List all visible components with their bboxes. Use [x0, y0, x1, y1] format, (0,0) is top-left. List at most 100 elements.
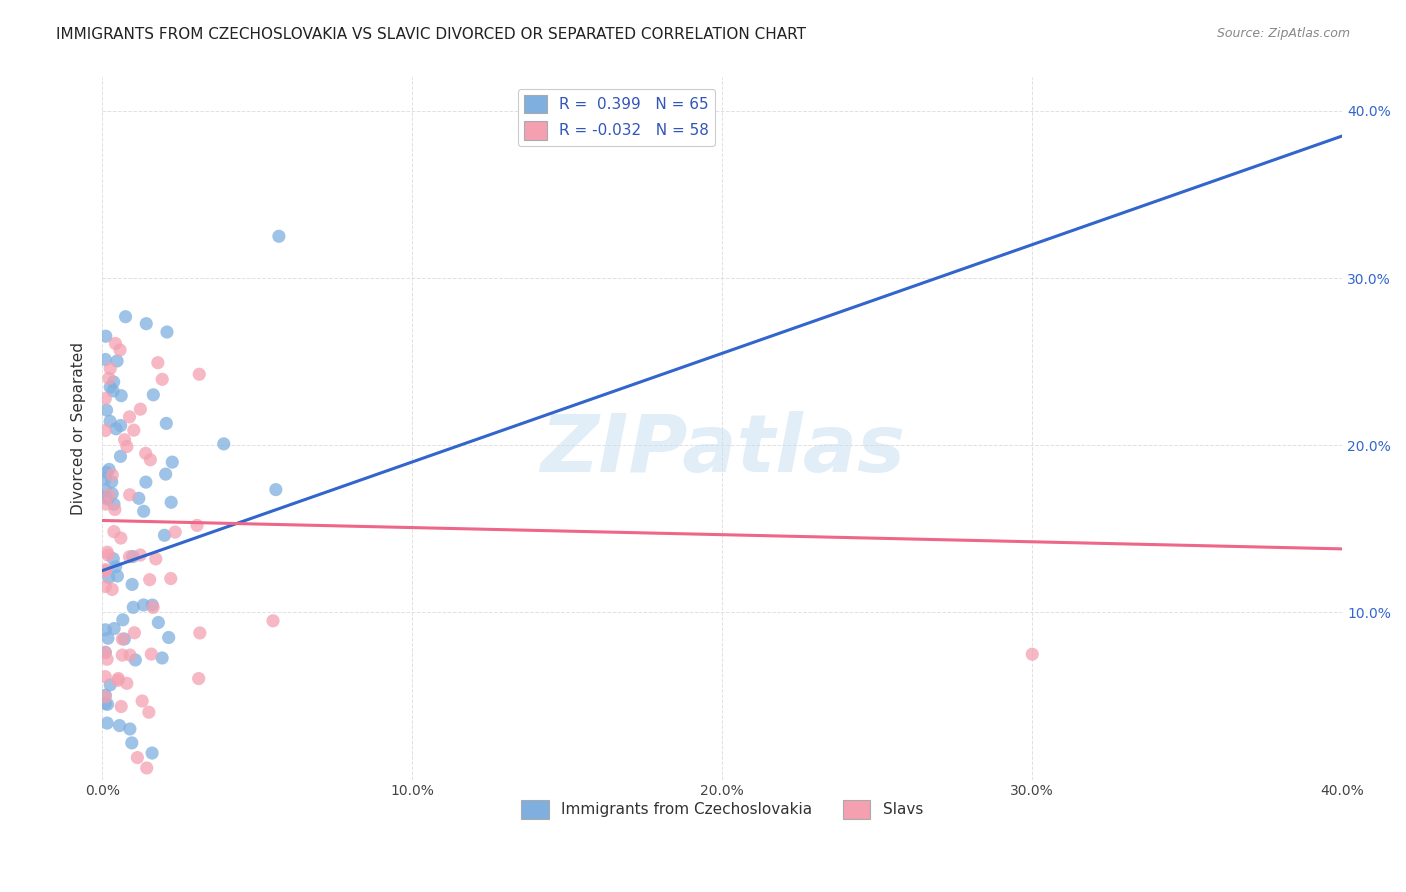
- Point: [94, 491, 117, 505]
- Point: [108, 343, 131, 357]
- Point: [96, 403, 118, 417]
- Point: [135, 446, 157, 460]
- Point: [138, 573, 160, 587]
- Point: [129, 548, 152, 562]
- Point: [110, 450, 132, 464]
- Point: [96, 466, 118, 480]
- Point: [98, 488, 121, 502]
- Point: [101, 384, 124, 398]
- Point: [96, 545, 118, 559]
- Point: [105, 422, 128, 436]
- Point: [156, 325, 179, 339]
- Point: [94, 490, 117, 504]
- Point: [139, 452, 162, 467]
- Point: [121, 577, 143, 591]
- Point: [138, 705, 160, 719]
- Point: [103, 622, 125, 636]
- Point: [122, 600, 145, 615]
- Point: [94, 688, 117, 702]
- Point: [141, 647, 163, 661]
- Point: [188, 626, 211, 640]
- Point: [118, 648, 141, 662]
- Point: [94, 392, 117, 406]
- Point: [188, 368, 211, 382]
- Point: [103, 497, 125, 511]
- Point: [118, 409, 141, 424]
- Point: [104, 502, 127, 516]
- Point: [115, 440, 138, 454]
- Point: [104, 559, 127, 574]
- Point: [142, 600, 165, 615]
- Point: [115, 676, 138, 690]
- Point: [114, 310, 136, 324]
- Point: [94, 670, 117, 684]
- Point: [122, 423, 145, 437]
- Point: [97, 571, 120, 585]
- Point: [94, 564, 117, 578]
- Point: [118, 549, 141, 564]
- Point: [103, 551, 125, 566]
- Point: [101, 487, 124, 501]
- Point: [128, 491, 150, 506]
- Point: [141, 746, 163, 760]
- Point: [98, 361, 121, 376]
- Point: [94, 690, 117, 704]
- Point: [98, 414, 121, 428]
- Text: Source: ZipAtlas.com: Source: ZipAtlas.com: [1216, 27, 1350, 40]
- Point: [110, 389, 132, 403]
- Point: [135, 317, 157, 331]
- Point: [94, 580, 117, 594]
- Point: [118, 722, 141, 736]
- Point: [98, 678, 121, 692]
- Point: [141, 598, 163, 612]
- Point: [97, 548, 120, 562]
- Point: [94, 329, 117, 343]
- Point: [212, 437, 235, 451]
- Point: [112, 632, 135, 646]
- Point: [94, 645, 117, 659]
- Point: [132, 504, 155, 518]
- Point: [94, 424, 117, 438]
- Point: [121, 549, 143, 564]
- Point: [94, 497, 117, 511]
- Point: [124, 625, 146, 640]
- Point: [264, 483, 287, 497]
- Point: [162, 455, 184, 469]
- Point: [100, 475, 122, 489]
- Text: IMMIGRANTS FROM CZECHOSLOVAKIA VS SLAVIC DIVORCED OR SEPARATED CORRELATION CHART: IMMIGRANTS FROM CZECHOSLOVAKIA VS SLAVIC…: [56, 27, 806, 42]
- Point: [107, 672, 129, 686]
- Point: [121, 736, 143, 750]
- Point: [110, 699, 132, 714]
- Point: [101, 467, 124, 482]
- Point: [98, 462, 121, 476]
- Point: [145, 552, 167, 566]
- Point: [108, 718, 131, 732]
- Y-axis label: Divorced or Separated: Divorced or Separated: [72, 342, 86, 515]
- Point: [107, 673, 129, 688]
- Point: [165, 525, 187, 540]
- Point: [111, 632, 134, 646]
- Point: [150, 651, 173, 665]
- Point: [187, 672, 209, 686]
- Point: [124, 653, 146, 667]
- Point: [94, 645, 117, 659]
- Point: [1021, 647, 1043, 661]
- Point: [107, 569, 129, 583]
- Point: [97, 371, 120, 385]
- Point: [267, 229, 290, 244]
- Point: [94, 623, 117, 637]
- Point: [127, 750, 149, 764]
- Point: [131, 694, 153, 708]
- Point: [94, 483, 117, 497]
- Point: [97, 631, 120, 645]
- Point: [101, 582, 124, 597]
- Point: [142, 388, 165, 402]
- Point: [96, 716, 118, 731]
- Point: [159, 572, 181, 586]
- Point: [132, 598, 155, 612]
- Point: [150, 372, 173, 386]
- Point: [157, 631, 180, 645]
- Point: [135, 475, 157, 490]
- Point: [155, 417, 177, 431]
- Text: ZIPatlas: ZIPatlas: [540, 410, 904, 489]
